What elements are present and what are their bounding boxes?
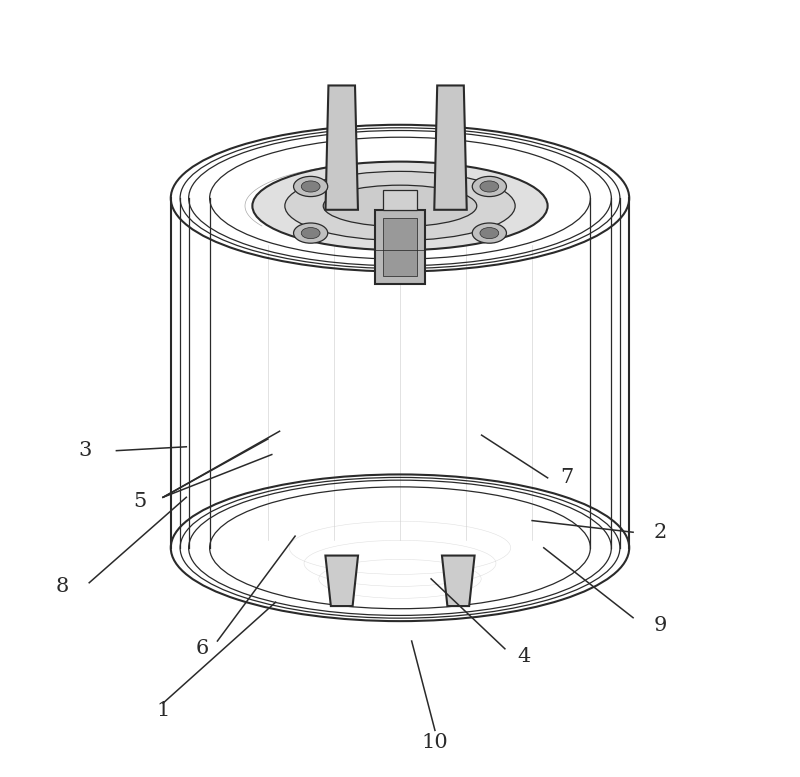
Text: 3: 3 xyxy=(78,441,92,460)
Text: 9: 9 xyxy=(654,616,667,635)
Ellipse shape xyxy=(294,176,328,197)
Polygon shape xyxy=(434,85,466,210)
Text: 7: 7 xyxy=(561,469,574,487)
Text: 6: 6 xyxy=(195,639,209,658)
Ellipse shape xyxy=(472,223,506,243)
Text: 2: 2 xyxy=(654,523,667,542)
Ellipse shape xyxy=(323,185,477,227)
FancyBboxPatch shape xyxy=(382,218,418,276)
Text: 10: 10 xyxy=(422,733,448,751)
Ellipse shape xyxy=(302,228,320,239)
Text: 5: 5 xyxy=(133,492,146,510)
Polygon shape xyxy=(326,556,358,606)
FancyBboxPatch shape xyxy=(383,190,417,210)
Ellipse shape xyxy=(480,228,498,239)
FancyBboxPatch shape xyxy=(374,210,426,284)
Ellipse shape xyxy=(302,181,320,192)
Ellipse shape xyxy=(294,223,328,243)
Polygon shape xyxy=(442,556,474,606)
Ellipse shape xyxy=(285,172,515,240)
Text: 8: 8 xyxy=(55,577,69,596)
Text: 1: 1 xyxy=(156,702,170,720)
Polygon shape xyxy=(326,85,358,210)
Ellipse shape xyxy=(480,181,498,192)
Ellipse shape xyxy=(252,162,548,250)
Text: 4: 4 xyxy=(518,647,531,666)
Ellipse shape xyxy=(472,176,506,197)
